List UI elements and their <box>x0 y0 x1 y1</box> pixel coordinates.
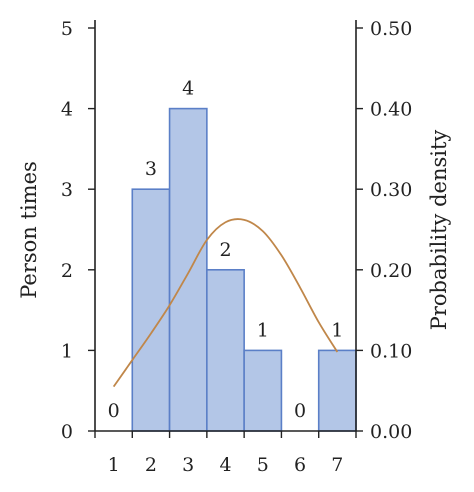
y2-tick-label: 0.40 <box>370 99 412 121</box>
y2-axis-title: Probability density <box>427 130 451 331</box>
y-tick-label: 1 <box>61 340 73 362</box>
x-tick-label: 3 <box>182 454 194 476</box>
density-curve-layer <box>112 218 339 388</box>
y2-tick-label: 0.00 <box>370 421 412 443</box>
y-axis-title: Person times <box>17 161 41 299</box>
data-label-2: 3 <box>145 158 157 180</box>
bars-layer <box>131 107 357 432</box>
y2-tick-label: 0.20 <box>370 260 412 282</box>
y-tick-label: 0 <box>61 421 73 443</box>
y-tick-label: 4 <box>61 99 73 121</box>
x-tick-label: 4 <box>219 454 231 476</box>
data-label-4: 2 <box>219 239 231 261</box>
data-label-1: 0 <box>108 400 120 422</box>
data-label-5: 1 <box>257 319 269 341</box>
x-tick-label: 1 <box>108 454 120 476</box>
y2-tick-label: 0.10 <box>370 340 412 362</box>
x-tick-label: 7 <box>331 454 343 476</box>
y2-tick-label: 0.30 <box>370 179 412 201</box>
axes-layer: 0 1 2 3 4 5 0.00 0.10 0.20 0.30 0.40 0.50 1 2 3 4 5 6 7 <box>61 18 412 476</box>
bar-2 <box>131 188 171 432</box>
y2-tick-label: 0.50 <box>370 18 412 40</box>
y-tick-label: 3 <box>61 179 73 201</box>
x-tick-label: 2 <box>145 454 157 476</box>
bar-5 <box>243 349 283 432</box>
bar-4 <box>206 268 245 432</box>
data-labels-layer: 0 3 4 2 1 0 1 <box>108 78 344 422</box>
y-tick-label: 5 <box>61 18 73 40</box>
data-label-6: 0 <box>294 400 306 422</box>
data-label-3: 4 <box>182 78 194 100</box>
y-tick-label: 2 <box>61 260 73 282</box>
data-label-7: 1 <box>331 319 343 341</box>
bar-3 <box>168 107 208 432</box>
bar-7 <box>317 349 357 432</box>
x-tick-label: 6 <box>294 454 306 476</box>
density-curve <box>112 218 339 388</box>
x-tick-label: 5 <box>257 454 269 476</box>
